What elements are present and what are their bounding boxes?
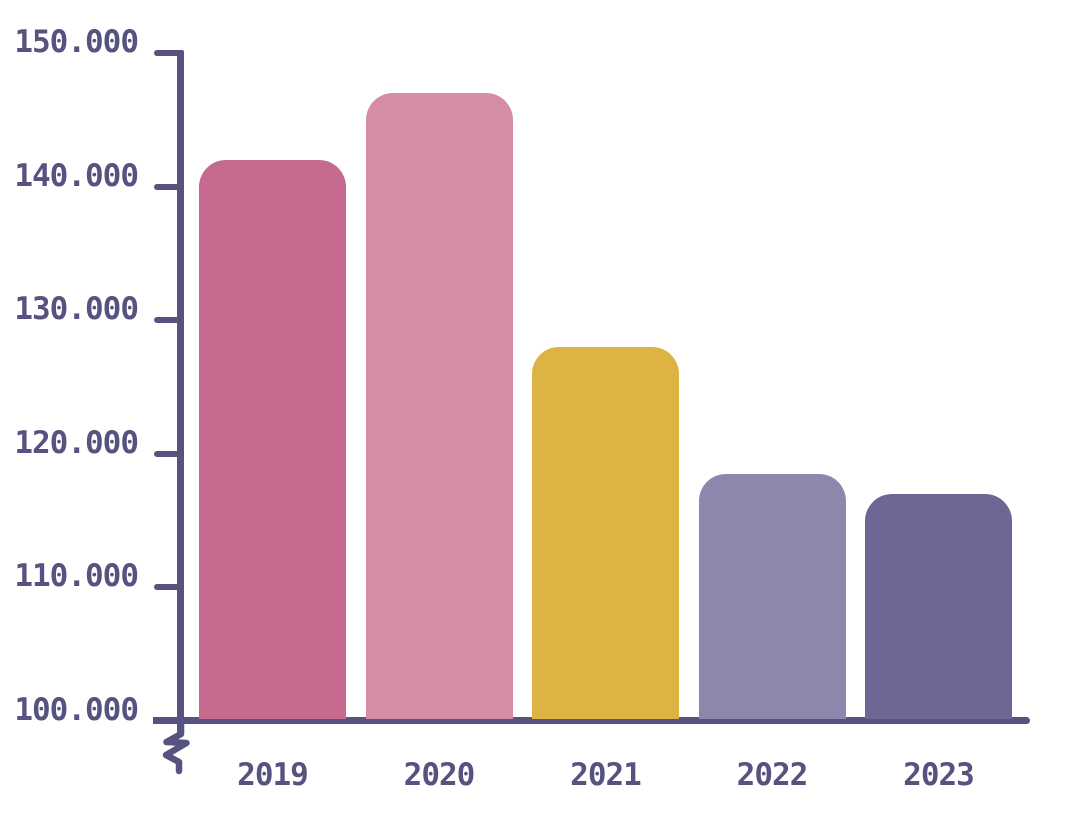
- bar-2023: [865, 493, 1012, 719]
- bar-2020: [365, 93, 513, 719]
- y-axis-tick-label: 120.000: [14, 424, 139, 461]
- y-axis-tick-mark: [154, 584, 183, 590]
- x-axis-tick-label: 2019: [237, 757, 309, 793]
- y-axis-tick-label: 110.000: [14, 558, 139, 594]
- y-axis-tick-label: 150.000: [14, 24, 139, 60]
- x-axis-tick-label: 2021: [570, 757, 642, 793]
- bar-2019: [199, 159, 346, 719]
- y-axis-tick-mark: [154, 450, 183, 457]
- y-axis-tick-mark: [154, 183, 183, 190]
- y-axis-tick-label: 130.000: [14, 291, 139, 327]
- x-axis-tick-label: 2023: [903, 757, 975, 793]
- bar-2022: [698, 473, 846, 719]
- y-axis-tick-mark: [154, 317, 183, 323]
- y-axis-tick-label: 140.000: [14, 157, 139, 194]
- y-axis-tick-mark: [154, 50, 183, 56]
- x-axis-line: [153, 717, 1030, 724]
- y-axis-tick-label: 100.000: [14, 691, 139, 728]
- x-axis-tick-label: 2020: [403, 757, 476, 793]
- bar-2021: [532, 346, 679, 719]
- y-axis-line: [177, 50, 184, 733]
- axis-break-icon: [162, 718, 190, 775]
- x-axis-tick-label: 2022: [736, 757, 809, 793]
